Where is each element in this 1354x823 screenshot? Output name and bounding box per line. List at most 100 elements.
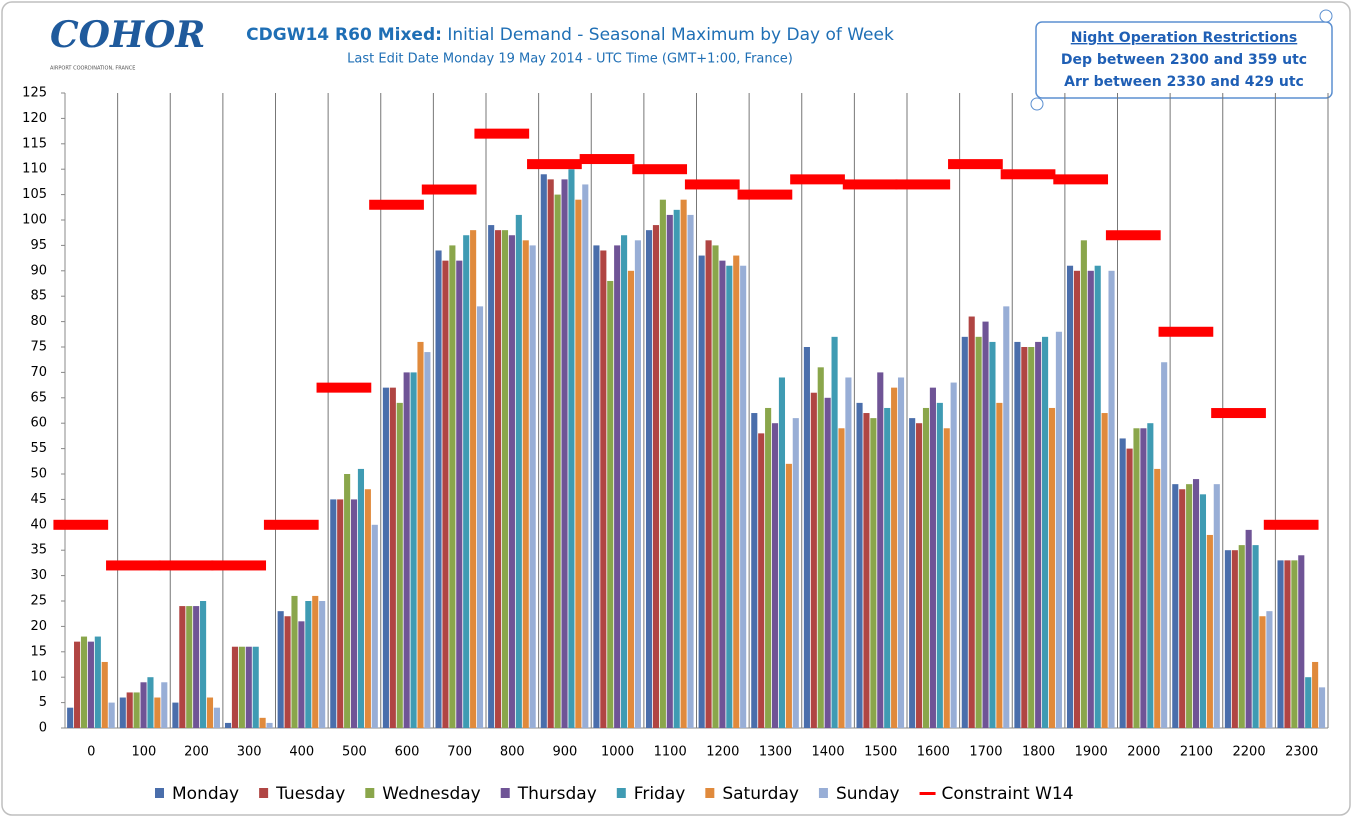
bar [751, 413, 758, 728]
x-tick-label: 1700 [969, 745, 1002, 760]
constraint-dash [53, 519, 109, 530]
bar [712, 245, 719, 728]
bar [529, 245, 536, 728]
y-tick-label: 10 [30, 670, 47, 685]
constraint-dash [421, 184, 477, 195]
bar [1021, 347, 1028, 728]
constraint-dash [737, 189, 793, 200]
bar [312, 595, 319, 728]
bar [922, 407, 930, 728]
y-tick-label: 90 [30, 263, 47, 278]
x-tick-label: 700 [447, 745, 472, 760]
legend-label: Monday [172, 784, 239, 804]
bar [758, 433, 765, 728]
constraint-dash [106, 560, 161, 571]
annotation-line: Dep between 2300 and 359 utc [1061, 52, 1307, 68]
bar [582, 184, 589, 728]
bar [1042, 336, 1049, 728]
x-tick-label: 1000 [601, 745, 634, 760]
bar [687, 214, 694, 729]
bar [119, 697, 126, 728]
bar [291, 595, 298, 728]
bar [1277, 560, 1284, 728]
annotation-box [1035, 21, 1333, 99]
legend-label: Wednesday [382, 784, 480, 804]
constraint-dash [1211, 408, 1266, 419]
y-tick-label: 125 [22, 86, 47, 101]
y-tick-label: 95 [30, 238, 47, 253]
bar [1318, 687, 1326, 728]
bar [1291, 560, 1298, 728]
y-tick-label: 5 [39, 695, 47, 710]
x-tick-label: 300 [237, 745, 262, 760]
bar [698, 255, 705, 728]
bar [943, 428, 950, 728]
bar [1312, 661, 1319, 728]
bar [792, 418, 799, 728]
constraint-dash [1053, 174, 1109, 185]
bar [673, 209, 680, 729]
x-tick-label: 500 [342, 745, 367, 760]
bar [449, 245, 456, 728]
legend-swatch [919, 792, 936, 795]
y-tick-label: 100 [22, 213, 47, 228]
y-tick-label: 55 [30, 441, 47, 456]
bar [1186, 484, 1193, 728]
bar [403, 372, 410, 728]
constraint-dash [527, 159, 582, 170]
bar [705, 240, 712, 728]
bar [778, 377, 786, 728]
bar [284, 616, 291, 728]
bar [350, 499, 358, 728]
bar [193, 606, 200, 728]
bar [1003, 306, 1010, 728]
bar [838, 428, 845, 728]
bar [305, 601, 312, 728]
bar [726, 265, 733, 728]
bar [396, 402, 403, 728]
bar [733, 255, 740, 728]
y-tick-label: 15 [30, 644, 47, 659]
x-tick-label: 2300 [1285, 745, 1318, 760]
bar [634, 240, 641, 728]
bar [884, 407, 891, 728]
y-tick-label: 65 [30, 390, 47, 405]
bar [645, 230, 653, 728]
bar [231, 646, 239, 728]
bar [1245, 529, 1252, 728]
bar [554, 194, 561, 729]
bar [1284, 560, 1291, 728]
bar [1192, 479, 1200, 728]
bar [330, 499, 337, 728]
y-tick-label: 110 [22, 162, 47, 177]
bar [593, 245, 600, 728]
bar [1066, 265, 1074, 728]
bar [495, 230, 502, 728]
legend-swatch [155, 788, 164, 798]
bar [1094, 265, 1101, 728]
constraint-dash [1263, 519, 1319, 530]
scroll-curl [1319, 9, 1333, 23]
x-tick-label: 800 [500, 745, 525, 760]
bar [442, 260, 449, 728]
bar [1014, 341, 1021, 728]
bar [659, 199, 666, 728]
bar [831, 336, 838, 728]
bar [186, 606, 193, 728]
scroll-curl [1030, 97, 1044, 111]
bar [161, 682, 168, 728]
legend-swatch [616, 788, 626, 798]
bar [1305, 677, 1312, 728]
bar [515, 214, 522, 729]
x-tick-label: 600 [395, 745, 420, 760]
bar [600, 250, 607, 729]
bar [1133, 428, 1140, 728]
bar [1080, 240, 1087, 728]
bar [803, 347, 810, 728]
constraint-dash [316, 382, 372, 393]
bar [1035, 341, 1042, 728]
bar [371, 524, 378, 728]
bar [200, 601, 207, 728]
constraint-dash [369, 199, 424, 210]
